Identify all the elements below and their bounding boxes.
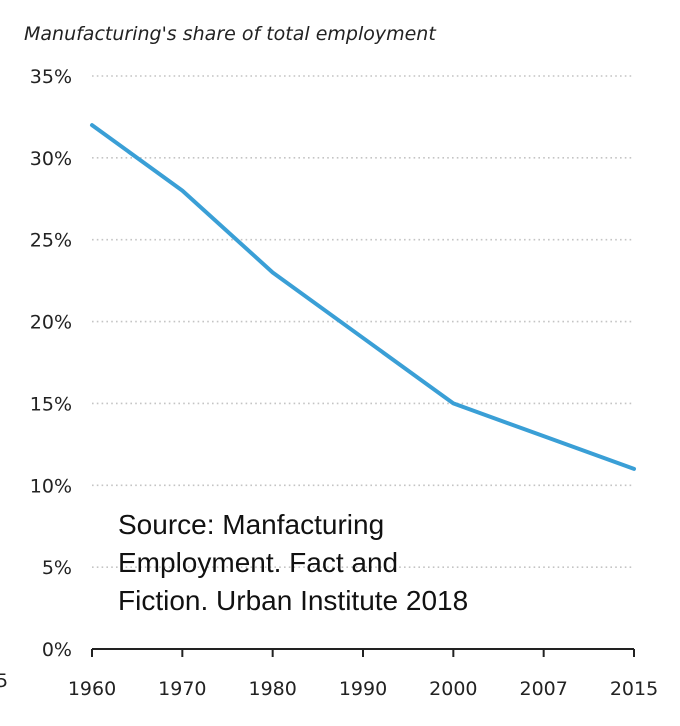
source-annotation-line-3: Fiction. Urban Institute 2018: [118, 585, 469, 616]
source-annotation-line-1: Source: Manfacturing: [118, 509, 385, 540]
y-tick-label: 0%: [42, 639, 72, 661]
x-tick-label: 2015: [610, 678, 658, 700]
y-tick-label: 20%: [30, 312, 72, 334]
x-axis: 1960 1970 1980 1990 2000 2007 2015: [68, 649, 658, 700]
y-tick-label: 35%: [30, 66, 72, 88]
x-tick-label: 1980: [248, 678, 296, 700]
gridlines: [92, 75, 634, 568]
chart-title: Manufacturing's share of total employmen…: [24, 23, 437, 45]
y-tick-label: 5%: [42, 557, 72, 579]
cropped-edge-label: 5: [0, 670, 9, 692]
x-tick-label: 1970: [158, 678, 206, 700]
y-tick-label: 10%: [30, 475, 72, 497]
y-axis-tick-labels: 0% 5% 10% 15% 20% 25% 30% 35%: [30, 66, 72, 661]
source-annotation: Source: Manfacturing Employment. Fact an…: [118, 506, 558, 620]
x-tick-label: 2007: [519, 678, 567, 700]
x-tick-label: 2000: [429, 678, 477, 700]
y-tick-label: 25%: [30, 230, 72, 252]
y-tick-label: 30%: [30, 148, 72, 170]
x-tick-label: 1960: [68, 678, 116, 700]
series-line-0: [90, 123, 636, 471]
y-tick-label: 15%: [30, 393, 72, 415]
x-tick-label: 1990: [339, 678, 387, 700]
source-annotation-line-2: Employment. Fact and: [118, 547, 399, 578]
series-layer: [90, 123, 636, 471]
